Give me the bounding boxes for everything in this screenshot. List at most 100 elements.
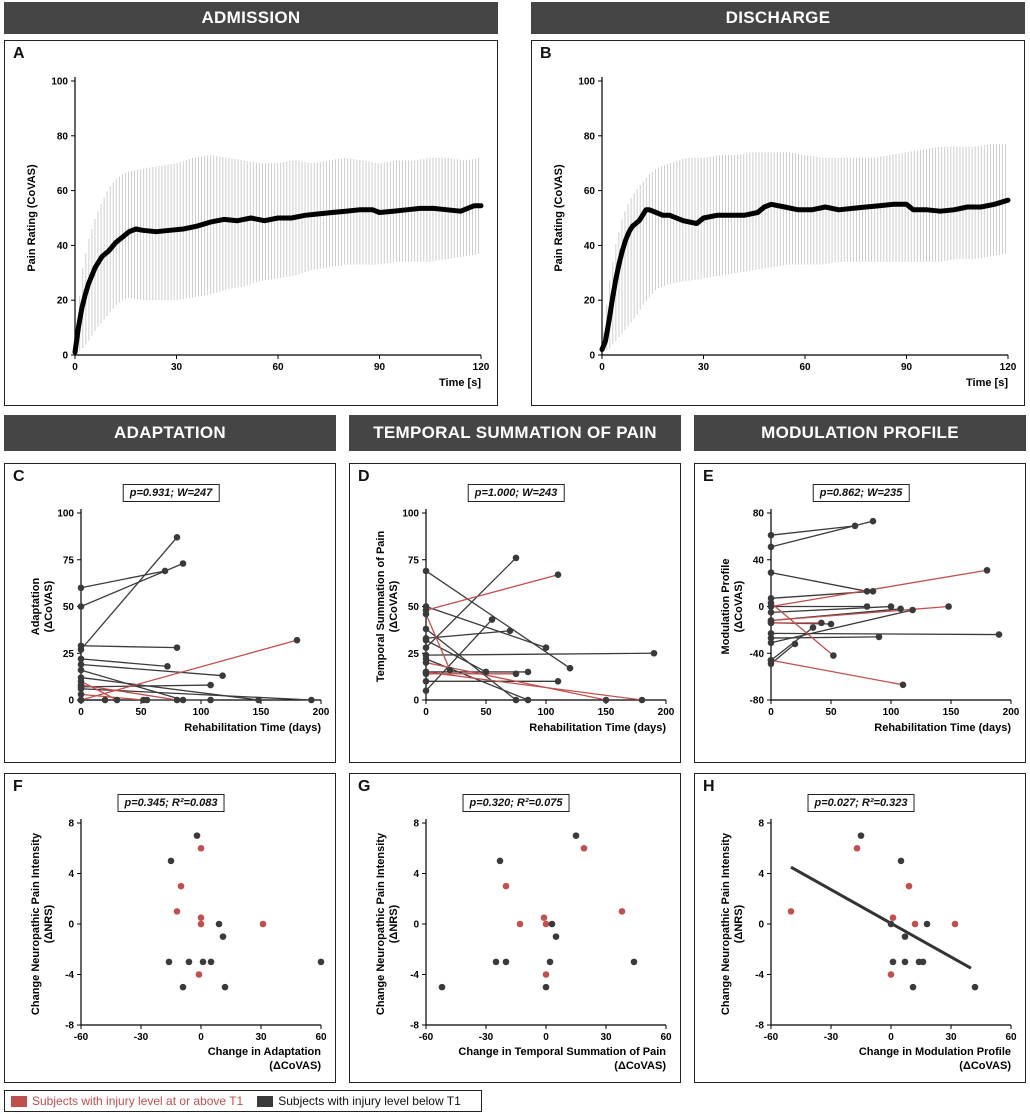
point-discharge (512, 670, 520, 678)
point-admission (767, 531, 775, 539)
header-modulation-profile: MODULATION PROFILE (694, 415, 1026, 451)
x-tick-label: 60 (315, 1032, 327, 1043)
chart-discharge: 0 20 40 60 80 100 0 30 60 90 120 Time [s] Pain Ratin… (553, 77, 1017, 390)
x-tick-label: 0 (888, 1032, 894, 1043)
point-discharge (207, 681, 214, 689)
data-point (546, 958, 554, 966)
pair-line (425, 630, 511, 639)
chart-admission: 0 20 40 60 80 100 0 30 60 90 120 Time [s] Pain Ratin… (26, 77, 490, 390)
data-point (199, 958, 207, 966)
y-axis-label-unit: (ΔNRS) (388, 904, 400, 943)
point-admission (767, 656, 775, 664)
data-point (905, 882, 913, 890)
data-point (919, 958, 927, 966)
data-point (923, 920, 931, 928)
data-point (496, 857, 504, 865)
y-tick-label: 40 (57, 241, 69, 252)
point-discharge (602, 696, 610, 704)
data-point (911, 920, 919, 928)
legend-label-red: Subjects with injury level at or above T… (32, 1094, 244, 1108)
panel-label: E (703, 468, 714, 485)
point-discharge (875, 633, 883, 641)
data-point (897, 857, 905, 865)
x-tick-label: 90 (901, 362, 913, 373)
point-admission (767, 569, 775, 576)
y-tick-label: -80 (750, 696, 765, 707)
pair-line (80, 669, 184, 701)
header-adaptation: ADAPTATION (4, 415, 336, 451)
mean-line (599, 197, 1011, 352)
data-point (215, 920, 223, 928)
y-tick-label: -4 (755, 970, 764, 981)
y-axis-label: Adaptation (30, 578, 42, 636)
point-discharge (207, 696, 214, 704)
data-point (909, 983, 917, 991)
sd-band (603, 144, 1007, 352)
point-discharge (863, 603, 871, 610)
y-tick-label: 4 (68, 869, 74, 880)
pair-line (770, 571, 868, 592)
pair-line (80, 570, 166, 589)
data-point (177, 882, 185, 890)
data-point (197, 914, 205, 921)
y-axis-label: Change Neuropathic Pain Intensity (375, 832, 387, 1015)
mean-line (72, 203, 484, 355)
point-discharge (830, 652, 837, 659)
pair-line (425, 652, 655, 656)
data-point (951, 920, 959, 928)
point-discharge (554, 571, 562, 579)
point-discharge (995, 631, 1003, 638)
y-tick-label: 0 (62, 351, 68, 362)
chart-change-temporal-summation: -8 -4 0 4 8 -60 -30 0 30 60 Change in Temporal Sum… (375, 819, 672, 1073)
x-tick-label: 30 (171, 362, 183, 373)
point-discharge (809, 624, 817, 631)
point-discharge (179, 560, 187, 567)
chart-adaptation: 0 25 50 75 100 0 50 100 150 200 Rehabilitation Tim… (30, 509, 330, 735)
y-tick-label: 0 (413, 696, 419, 707)
pair-line (80, 684, 178, 701)
pair-line (80, 639, 298, 701)
point-discharge (482, 668, 490, 676)
data-point (542, 983, 550, 991)
pair-line (425, 619, 493, 692)
panel-label: F (13, 778, 23, 795)
panel-label: G (358, 778, 371, 795)
point-discharge (512, 554, 520, 562)
x-axis-label-unit: (ΔCoVAS) (614, 1060, 666, 1072)
data-point (179, 983, 187, 991)
data-point (219, 933, 227, 940)
pair-line (770, 659, 904, 686)
point-discharge (173, 534, 181, 541)
x-tick-label: 30 (945, 1032, 957, 1043)
legend-swatch-dark (257, 1095, 274, 1107)
point-admission (767, 543, 775, 551)
y-axis-label: Pain Rating (CoVAS) (553, 164, 565, 272)
point-discharge (863, 588, 871, 595)
point-discharge (161, 567, 169, 575)
y-tick-label: 75 (63, 555, 75, 566)
y-tick-label: 8 (68, 819, 74, 830)
chart-change-modulation-profile: -8 -4 0 4 8 -60 -30 0 30 60 Change in Modulation P… (720, 819, 1017, 1073)
x-tick-label: 150 (943, 707, 960, 718)
y-tick-label: 75 (408, 555, 420, 566)
pair-line (770, 602, 834, 657)
y-tick-label: 0 (758, 920, 764, 931)
x-tick-label: 60 (660, 1032, 672, 1043)
x-tick-label: 150 (253, 707, 270, 718)
x-axis-label: Time [s] (966, 377, 1008, 389)
point-discharge (293, 636, 301, 644)
pair-line (80, 663, 223, 677)
legend-item-red: Subjects with injury level at or above T… (11, 1094, 243, 1108)
pair-line (425, 639, 487, 673)
y-tick-label: 4 (758, 869, 764, 880)
panel-h: H p=0.027; R²=0.323 -8 -4 0 4 8 -60 -30 0 30 60 Ch… (694, 773, 1026, 1083)
data-point (542, 971, 550, 978)
x-axis-label: Rehabilitation Time (days) (874, 722, 1011, 734)
point-discharge (179, 696, 187, 704)
y-axis-label-unit: (ΔCoVAS) (43, 580, 55, 632)
pair-line (770, 605, 892, 613)
pair-line (770, 605, 949, 622)
data-point (197, 920, 205, 928)
point-discharge (566, 664, 574, 672)
x-tick-label: 60 (272, 362, 284, 373)
